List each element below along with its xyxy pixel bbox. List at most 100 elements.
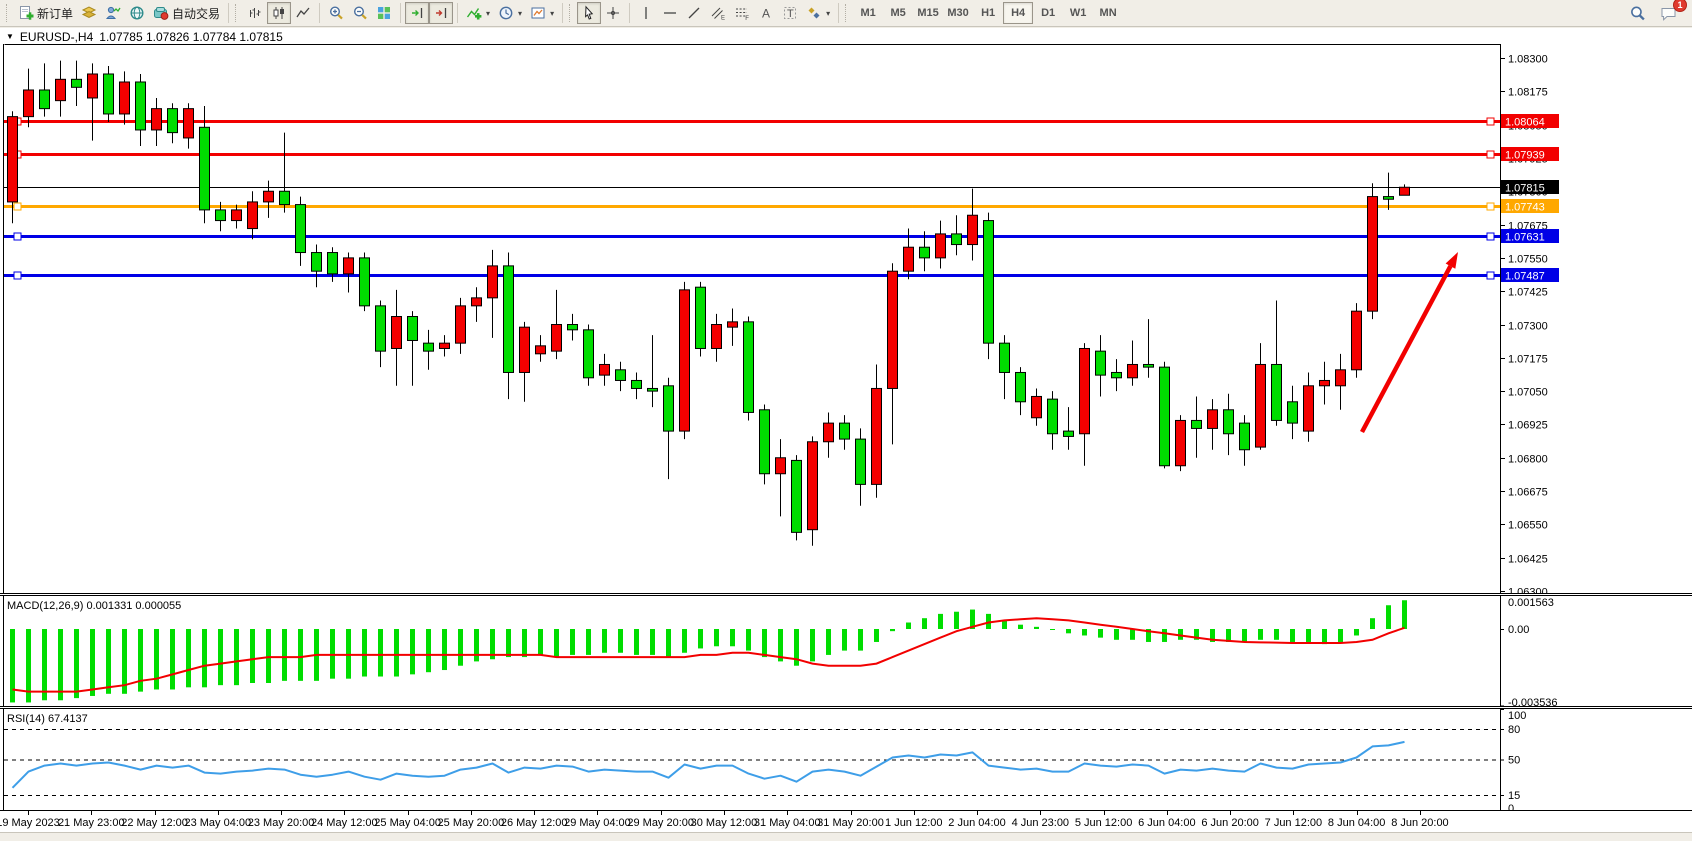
price-axis-label: 1.07175	[1508, 354, 1548, 366]
timeframe-M1[interactable]: M1	[853, 2, 883, 24]
candle-down	[279, 190, 290, 206]
time-axis-label: 2 Jun 04:00	[948, 817, 1006, 829]
timeframe-H1[interactable]: H1	[973, 2, 1003, 24]
timeframe-M30[interactable]: M30	[943, 2, 973, 24]
macd-bar	[810, 629, 815, 662]
line-handle[interactable]	[1486, 117, 1495, 126]
timeframe-M5[interactable]: M5	[883, 2, 913, 24]
price-tag-label: 1.07939	[1505, 150, 1545, 162]
candle-up	[183, 108, 194, 139]
line-handle[interactable]	[13, 202, 22, 211]
macd-bar	[1098, 629, 1103, 638]
zoom-in-button[interactable]	[324, 2, 348, 24]
line-chart-button[interactable]	[291, 2, 315, 24]
candle-down	[983, 220, 994, 344]
candle-down	[951, 233, 962, 246]
price-axis-label: 1.08175	[1508, 87, 1548, 99]
chart-profile-button[interactable]	[77, 2, 101, 24]
time-axis-label: 25 May 20:00	[437, 817, 505, 829]
timeframe-D1[interactable]: D1	[1033, 2, 1063, 24]
cursor-tool-button[interactable]	[577, 2, 602, 24]
candle-up	[887, 270, 898, 389]
community-button[interactable]	[125, 2, 149, 24]
auto-trading-button[interactable]: 自动交易	[149, 2, 224, 24]
chart-shift-button[interactable]	[405, 2, 430, 24]
timeframe-MN[interactable]: MN	[1093, 2, 1123, 24]
macd-panel[interactable]: 0.001563 0.00 -0.003536	[0, 596, 1692, 706]
periods-button[interactable]: ▾	[494, 2, 526, 24]
crosshair-tool-button[interactable]	[601, 2, 625, 24]
candle-down	[999, 342, 1010, 373]
market-depth-button[interactable]	[101, 2, 125, 24]
price-tag	[1501, 147, 1559, 161]
line-handle[interactable]	[1486, 271, 1495, 280]
macd-bar	[730, 629, 735, 647]
candlestick-chart-button[interactable]	[267, 2, 292, 24]
toolbar-separator	[400, 3, 402, 23]
timeframe-H4[interactable]: H4	[1003, 2, 1034, 24]
candle-down	[855, 438, 866, 485]
candle-down	[1271, 363, 1282, 421]
indicators-button[interactable]: ▾	[462, 2, 494, 24]
line-handle[interactable]	[1486, 202, 1495, 211]
shapes-tool-button[interactable]: ▾	[802, 2, 834, 24]
trend-arrow[interactable]	[1360, 265, 1453, 434]
search-button[interactable]	[1625, 2, 1650, 24]
panel-divider[interactable]	[0, 706, 1692, 709]
toolbar-grip[interactable]	[845, 4, 849, 22]
toolbar-grip[interactable]	[235, 4, 239, 22]
chart-title-bar[interactable]: ▼ EURUSD-,H4 1.07785 1.07826 1.07784 1.0…	[6, 29, 283, 44]
timeframe-M15[interactable]: M15	[913, 2, 943, 24]
candle-up	[935, 233, 946, 259]
tile-windows-button[interactable]	[372, 2, 396, 24]
fibonacci-tool-button[interactable]: F	[730, 2, 754, 24]
new-order-icon	[18, 5, 34, 21]
templates-button[interactable]: ▾	[526, 2, 558, 24]
notification-badge: 1	[1673, 0, 1687, 12]
time-axis-label: 4 Jun 23:00	[1011, 817, 1070, 829]
collapse-triangle-icon[interactable]: ▼	[6, 32, 14, 41]
text-label-tool-button[interactable]: T	[778, 2, 802, 24]
macd-bar	[602, 629, 607, 653]
timeframe-W1[interactable]: W1	[1063, 2, 1093, 24]
panel-divider[interactable]	[0, 593, 1692, 596]
macd-bar	[378, 629, 383, 677]
line-handle[interactable]	[1486, 150, 1495, 159]
price-chart-panel[interactable]: 1.083001.081751.080501.079251.078001.076…	[0, 44, 1692, 593]
candle-down	[423, 342, 434, 352]
dropdown-caret: ▾	[826, 8, 831, 18]
line-handle[interactable]	[13, 232, 22, 241]
candle-up	[807, 441, 818, 531]
notifications-button[interactable]: 1	[1656, 0, 1687, 24]
candle-up	[679, 289, 690, 432]
macd-bar	[682, 629, 687, 653]
shapes-icon	[806, 5, 822, 21]
time-axis-label: 29 May 04:00	[564, 817, 631, 829]
candle-down	[1191, 419, 1202, 429]
line-handle[interactable]	[1486, 232, 1495, 241]
auto-scroll-button[interactable]	[429, 2, 454, 24]
trendline-tool-button[interactable]	[682, 2, 706, 24]
toolbar-grip[interactable]	[6, 4, 10, 22]
toolbar-grip[interactable]	[569, 4, 573, 22]
macd-bar	[458, 629, 463, 666]
horizontal-line-tool-button[interactable]	[658, 2, 682, 24]
new-order-button[interactable]: 新订单	[14, 2, 77, 24]
zoom-out-button[interactable]	[348, 2, 372, 24]
rsi-panel[interactable]: 100 80 50 150	[0, 709, 1692, 810]
vertical-line-tool-button[interactable]	[634, 2, 658, 24]
search-icon	[1629, 5, 1646, 22]
tile-windows-icon	[376, 5, 392, 21]
candlestick-icon	[271, 5, 287, 21]
auto-scroll-icon	[433, 5, 449, 21]
price-axis-label: 1.06550	[1508, 520, 1548, 532]
bar-chart-button[interactable]	[243, 2, 267, 24]
macd-bar	[10, 629, 15, 703]
channel-tool-button[interactable]: E	[706, 2, 730, 24]
line-handle[interactable]	[13, 271, 22, 280]
text-tool-button[interactable]: A	[754, 2, 778, 24]
macd-bar	[490, 629, 495, 660]
time-axis[interactable]: 19 May 2023 21 May 23:00 22 May 12:00 23 Ma…	[0, 810, 1692, 832]
svg-text:A: A	[762, 7, 770, 21]
trend-arrow-head[interactable]	[1445, 252, 1458, 269]
